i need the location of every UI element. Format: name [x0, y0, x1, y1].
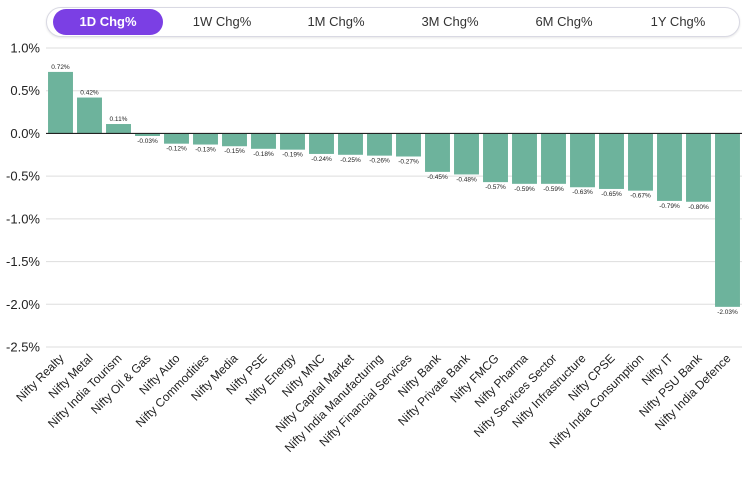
- data-label: -0.48%: [456, 176, 477, 183]
- bar: [425, 133, 450, 172]
- y-tick-label: -1.0%: [6, 211, 40, 226]
- bar: [164, 133, 189, 144]
- bar: [48, 71, 73, 134]
- data-label: -0.59%: [514, 186, 535, 193]
- bar: [512, 133, 537, 184]
- data-label: -0.26%: [369, 158, 390, 165]
- bar: [251, 133, 276, 149]
- bar: [541, 133, 566, 184]
- bar: [338, 133, 363, 155]
- data-label: 0.11%: [110, 116, 128, 123]
- data-label: -0.65%: [601, 191, 622, 198]
- y-tick-label: -2.5%: [6, 340, 40, 355]
- bar: [657, 133, 682, 201]
- bar: [686, 133, 711, 202]
- bar: [454, 133, 479, 175]
- bar: [628, 133, 653, 191]
- data-label: -0.45%: [427, 174, 448, 181]
- data-label: -0.80%: [688, 204, 709, 211]
- data-label: -0.67%: [630, 193, 651, 200]
- data-label: -0.03%: [137, 138, 158, 145]
- tab-3m-change[interactable]: 3M Chg%: [421, 14, 479, 29]
- y-tick-label: -2.0%: [6, 297, 40, 312]
- period-tab-bar: 1D Chg% 1W Chg% 1M Chg% 3M Chg% 6M Chg% …: [46, 7, 740, 37]
- data-labels: 0.72% 0.42% 0.11% -0.03% -0.12% -0.13% -0.15% -…: [51, 64, 738, 316]
- bar: [193, 133, 218, 145]
- bar: [570, 133, 595, 188]
- bar: [135, 133, 160, 136]
- bar: [715, 133, 740, 307]
- data-label: -0.27%: [398, 158, 419, 165]
- data-label: -0.57%: [485, 184, 506, 191]
- y-tick-label: 0.0%: [10, 126, 40, 141]
- data-label: -0.18%: [253, 151, 274, 158]
- tab-6m-change[interactable]: 6M Chg%: [535, 14, 593, 29]
- data-label: -0.59%: [543, 186, 564, 193]
- data-label: -0.13%: [195, 147, 216, 154]
- tab-1y-change[interactable]: 1Y Chg%: [650, 14, 706, 29]
- bar-series: [48, 71, 740, 307]
- bar: [280, 133, 305, 150]
- bar: [222, 133, 247, 147]
- y-tick-label: -0.5%: [6, 169, 40, 184]
- tab-1m-change[interactable]: 1M Chg%: [307, 14, 365, 29]
- data-label: -0.63%: [572, 189, 593, 196]
- bar: [106, 124, 131, 134]
- data-label: -0.15%: [224, 148, 245, 155]
- bar: [396, 133, 421, 157]
- bar: [599, 133, 624, 189]
- bar: [309, 133, 334, 154]
- data-label: -0.24%: [311, 156, 332, 163]
- y-tick-label: -1.5%: [6, 254, 40, 269]
- grid-lines: [46, 47, 742, 348]
- data-label: -0.79%: [659, 203, 680, 210]
- bar: [483, 133, 508, 183]
- y-tick-label: 0.5%: [10, 83, 40, 98]
- data-label: 0.42%: [80, 90, 99, 97]
- y-tick-label: 1.0%: [10, 41, 40, 56]
- bar: [367, 133, 392, 156]
- bar: [77, 97, 102, 134]
- data-label: -0.19%: [282, 152, 303, 159]
- tab-1w-change[interactable]: 1W Chg%: [192, 14, 252, 29]
- tab-1d-change[interactable]: 1D Chg%: [53, 9, 163, 35]
- data-label: -0.25%: [340, 157, 361, 164]
- data-label: -2.03%: [717, 309, 738, 316]
- y-axis: 1.0% 0.5% 0.0% -0.5% -1.0% -1.5% -2.0% -2.5%: [6, 41, 40, 355]
- data-label: 0.72%: [51, 64, 70, 71]
- data-label: -0.12%: [166, 146, 187, 153]
